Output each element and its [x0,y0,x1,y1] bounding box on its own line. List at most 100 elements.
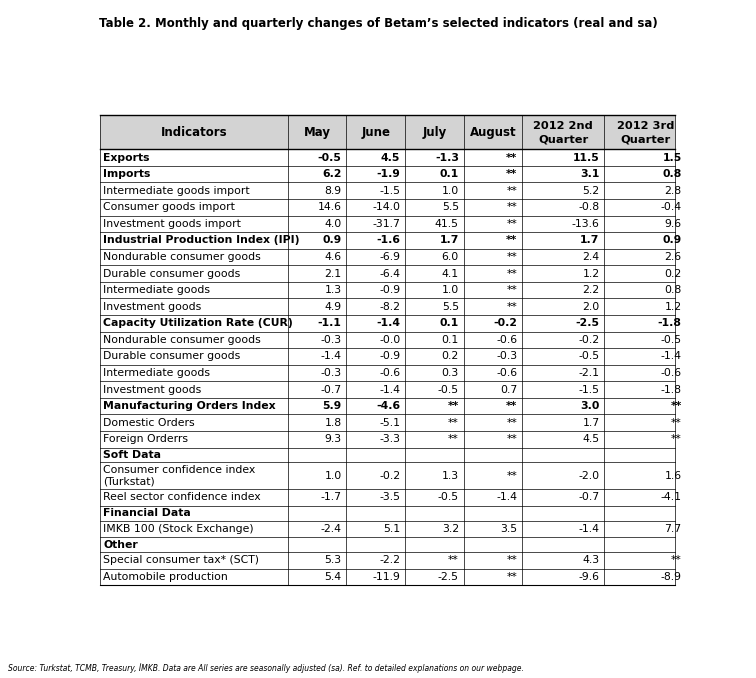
Text: **: ** [507,169,518,179]
Text: **: ** [507,572,518,582]
Bar [101,216,674,232]
Bar [101,182,674,199]
Text: -0.6: -0.6 [661,368,682,378]
Text: 1.3: 1.3 [324,285,342,295]
Text: -9.6: -9.6 [578,572,600,582]
Text: **: ** [507,418,518,428]
Text: -0.5: -0.5 [438,492,459,502]
Bar [101,166,674,182]
Text: -0.9: -0.9 [380,285,401,295]
Text: 4.6: 4.6 [324,252,342,262]
Text: **: ** [671,401,682,411]
Text: 1.2: 1.2 [665,302,682,312]
Text: 14.6: 14.6 [318,202,342,212]
Text: 0.2: 0.2 [442,351,459,361]
Text: 0.8: 0.8 [665,285,682,295]
Text: Soft Data: Soft Data [104,450,161,460]
Bar [101,381,674,398]
Text: 0.7: 0.7 [500,384,518,395]
Text: 8.9: 8.9 [324,186,342,196]
Text: May: May [304,125,330,139]
Text: Domestic Orders: Domestic Orders [104,418,195,428]
Bar [101,414,674,431]
Text: **: ** [448,401,459,411]
Bar [101,348,674,365]
Text: -0.7: -0.7 [321,384,342,395]
Text: -3.5: -3.5 [380,492,401,502]
Bar [101,552,674,569]
Text: 7.7: 7.7 [665,524,682,534]
Text: 1.0: 1.0 [324,471,342,481]
Text: 5.5: 5.5 [442,202,459,212]
Text: **: ** [507,435,518,444]
Text: -1.8: -1.8 [661,384,682,395]
Text: -3.3: -3.3 [380,435,401,444]
Bar [101,447,674,462]
Text: -0.6: -0.6 [380,368,401,378]
Text: -1.8: -1.8 [658,318,682,328]
Text: **: ** [507,268,518,279]
Text: Nondurable consumer goods: Nondurable consumer goods [104,335,261,345]
Text: 2.8: 2.8 [665,186,682,196]
Text: -1.6: -1.6 [376,235,401,245]
Text: -2.5: -2.5 [438,572,459,582]
Text: 1.7: 1.7 [439,235,459,245]
Text: -1.4: -1.4 [380,384,401,395]
Text: 2.2: 2.2 [582,285,600,295]
Text: 1.6: 1.6 [665,471,682,481]
Text: 2012 3rd: 2012 3rd [617,121,674,131]
Text: -0.9: -0.9 [380,351,401,361]
Text: 5.3: 5.3 [324,555,342,565]
Text: July: July [422,125,447,139]
Text: 0.9: 0.9 [323,235,342,245]
Text: **: ** [507,401,518,411]
Text: 11.5: 11.5 [573,153,600,163]
Text: 1.5: 1.5 [662,153,682,163]
Text: **: ** [507,153,518,163]
Text: -0.2: -0.2 [494,318,518,328]
Text: -1.7: -1.7 [321,492,342,502]
Bar [101,115,674,149]
Text: -0.3: -0.3 [321,368,342,378]
Text: Capacity Utilization Rate (CUR): Capacity Utilization Rate (CUR) [104,318,293,328]
Text: Table 2. Monthly and quarterly changes of Betam’s selected indicators (real and : Table 2. Monthly and quarterly changes o… [98,17,658,30]
Text: -0.6: -0.6 [497,368,518,378]
Text: -0.5: -0.5 [661,335,682,345]
Text: 0.8: 0.8 [662,169,682,179]
Text: August: August [469,125,516,139]
Text: Indicators: Indicators [161,125,228,139]
Text: -1.4: -1.4 [497,492,518,502]
Text: -6.9: -6.9 [380,252,401,262]
Bar [101,569,674,585]
Text: -8.9: -8.9 [661,572,682,582]
Text: -2.1: -2.1 [578,368,600,378]
Text: June: June [361,125,390,139]
Text: **: ** [507,219,518,228]
Text: -4.1: -4.1 [661,492,682,502]
Text: **: ** [448,435,459,444]
Text: Nondurable consumer goods: Nondurable consumer goods [104,252,261,262]
Text: 0.9: 0.9 [662,235,682,245]
Bar [101,282,674,298]
Bar [101,398,674,414]
Text: -0.0: -0.0 [379,335,401,345]
Text: -1.5: -1.5 [578,384,600,395]
Text: Manufacturing Orders Index: Manufacturing Orders Index [104,401,276,411]
Text: -1.4: -1.4 [578,524,600,534]
Bar [101,249,674,265]
Text: -8.2: -8.2 [380,302,401,312]
Text: -2.2: -2.2 [380,555,401,565]
Text: Consumer confidence index: Consumer confidence index [104,466,256,475]
Text: 41.5: 41.5 [435,219,459,228]
Text: Automobile production: Automobile production [104,572,228,582]
Bar [101,462,674,489]
Text: -0.5: -0.5 [438,384,459,395]
Bar [101,332,674,348]
Text: 4.3: 4.3 [582,555,600,565]
Text: 5.4: 5.4 [324,572,342,582]
Text: 4.0: 4.0 [324,219,342,228]
Text: Exports: Exports [104,153,150,163]
Text: Investment goods: Investment goods [104,302,202,312]
Text: 5.2: 5.2 [582,186,600,196]
Text: 9.3: 9.3 [324,435,342,444]
